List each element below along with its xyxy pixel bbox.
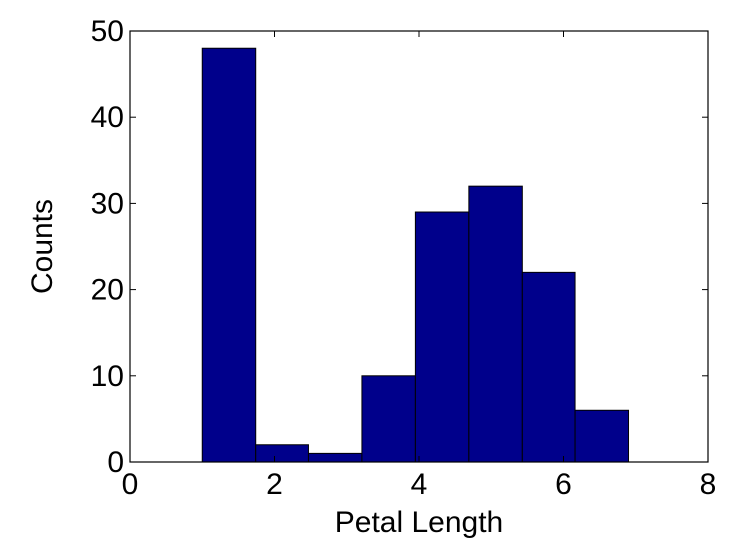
- histogram-bar-6: [468, 185, 523, 463]
- histogram-bar-4: [361, 375, 416, 463]
- x-tick-label: 4: [411, 468, 428, 501]
- bars-group: [201, 47, 630, 463]
- x-tick-label: 8: [700, 468, 717, 501]
- x-axis-title: Petal Length: [335, 506, 503, 539]
- histogram-bar-7: [521, 271, 576, 463]
- y-axis-title: Counts: [26, 199, 59, 294]
- x-tick-label: 6: [555, 468, 572, 501]
- histogram-bar-3: [307, 452, 363, 463]
- y-tick-label: 40: [91, 101, 124, 134]
- y-tick-label: 30: [91, 187, 124, 220]
- x-tick-label: 2: [266, 468, 283, 501]
- histogram-bar-8: [574, 409, 630, 463]
- y-tick-label: 20: [91, 274, 124, 307]
- histogram-bar-1: [201, 47, 257, 463]
- y-tick-label: 10: [91, 360, 124, 393]
- histogram-bar-2: [255, 444, 309, 463]
- histogram-bar-5: [414, 211, 470, 463]
- tick-labels-group: 0 2 4 6 8 0 10 20 30 40 50: [91, 15, 717, 501]
- y-tick-label: 50: [91, 15, 124, 48]
- ticks-group: [129, 30, 709, 463]
- y-tick-label: 0: [107, 446, 124, 479]
- x-tick-label: 0: [122, 468, 139, 501]
